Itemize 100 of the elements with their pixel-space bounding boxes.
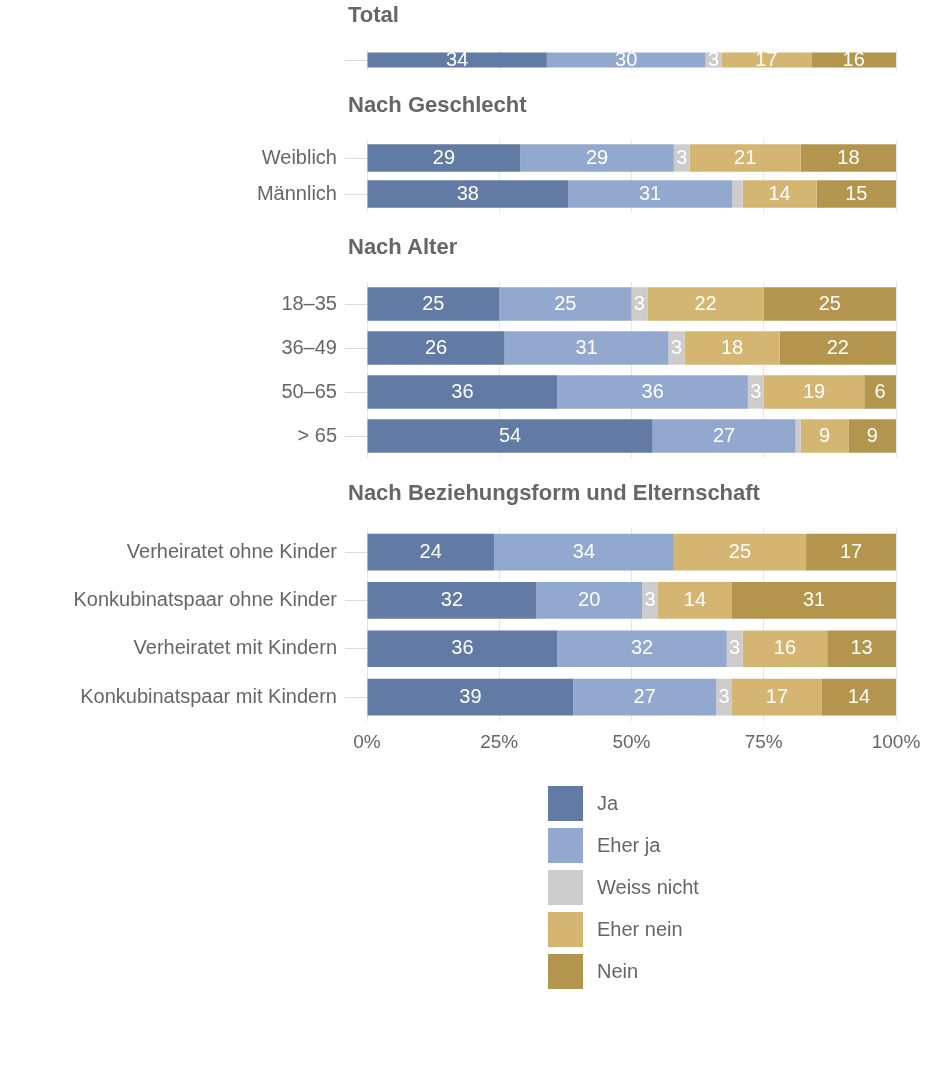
data-label: 27	[712, 423, 736, 446]
data-label: 20	[578, 587, 601, 610]
bar	[499, 287, 632, 321]
data-label: 14	[847, 684, 871, 707]
data-label: 25	[422, 291, 445, 314]
data-label: 17	[839, 539, 863, 562]
data-label: 22	[694, 291, 717, 314]
bar	[811, 52, 896, 68]
data-label: 25	[818, 291, 841, 314]
data-label: 17	[755, 47, 778, 70]
data-label: 31	[575, 335, 598, 358]
bar	[827, 630, 896, 668]
data-label: 29	[585, 145, 609, 168]
bar	[367, 678, 574, 716]
data-label: 24	[419, 539, 442, 562]
bar	[367, 630, 558, 668]
data-label: 25	[728, 539, 752, 562]
bar	[721, 52, 812, 68]
bar	[367, 419, 653, 453]
bar	[864, 375, 896, 409]
y-tick-label: Männlich	[256, 181, 337, 204]
data-label: 34	[446, 47, 469, 70]
data-label: 16	[842, 47, 865, 70]
bar	[657, 582, 733, 619]
bar	[763, 287, 896, 321]
chart-title: Total	[347, 1, 400, 29]
data-label: 6	[874, 379, 886, 402]
bar	[848, 419, 896, 453]
x-tick-label: 100%	[871, 730, 921, 752]
legend-label: Nein	[597, 959, 639, 983]
bar	[367, 582, 537, 619]
legend-label: Ja	[597, 791, 619, 815]
data-label: 54	[498, 423, 522, 446]
x-tick-label: 50%	[612, 730, 651, 752]
bar	[800, 419, 849, 453]
y-tick-label: Konkubinatspaar ohne Kinder	[73, 587, 338, 610]
data-label: 13	[850, 636, 873, 659]
x-tick-label: 0%	[353, 730, 381, 752]
x-tick-label: 75%	[744, 730, 783, 752]
data-label: 29	[432, 145, 456, 168]
bar	[732, 678, 822, 716]
data-label: 36	[641, 379, 664, 402]
data-label: 19	[802, 379, 826, 402]
y-tick-label: Weiblich	[261, 145, 337, 168]
data-label: 36	[451, 636, 474, 659]
data-label: 30	[615, 47, 638, 70]
data-label: 25	[554, 291, 577, 314]
bar	[795, 419, 801, 453]
bar	[673, 533, 807, 571]
bar	[821, 678, 896, 716]
bar	[493, 533, 674, 571]
bar	[652, 419, 796, 453]
bar	[367, 144, 521, 172]
data-label: 36	[451, 379, 474, 402]
bar	[732, 180, 743, 208]
x-tick-label: 25%	[480, 730, 519, 752]
data-label: 14	[683, 587, 707, 610]
data-label: 18	[837, 145, 860, 168]
y-tick-label: Konkubinatspaar mit Kindern	[80, 684, 337, 707]
bar	[367, 375, 558, 409]
bar	[800, 144, 896, 172]
chart-title: Nach Alter	[347, 233, 459, 261]
y-tick-label: > 65	[297, 423, 337, 446]
data-label: 18	[720, 335, 744, 358]
bar	[504, 331, 669, 365]
bar	[647, 287, 764, 321]
legend-label: Eher nein	[597, 917, 683, 941]
data-label: 27	[633, 684, 656, 707]
bar	[367, 287, 500, 321]
bar	[557, 375, 748, 409]
data-label: 14	[768, 181, 791, 204]
bar	[742, 180, 817, 208]
bar	[367, 180, 569, 208]
data-label: 17	[765, 684, 789, 707]
y-tick-label: 18–35	[281, 291, 337, 314]
bar	[546, 52, 706, 68]
data-label: 21	[734, 145, 757, 168]
data-label: 16	[773, 636, 797, 659]
bar	[742, 630, 828, 668]
bar	[367, 533, 494, 571]
data-label: 34	[572, 539, 596, 562]
bar	[684, 331, 780, 365]
bar	[779, 331, 896, 365]
chart-title: Nach Beziehungsform und Elternschaft	[347, 479, 761, 507]
legend-label: Weiss nicht	[597, 875, 699, 899]
data-label: 38	[456, 181, 479, 204]
bar	[573, 678, 717, 716]
bar	[367, 52, 547, 68]
data-label: 15	[845, 181, 868, 204]
data-label: 32	[630, 636, 654, 659]
y-tick-label: 50–65	[281, 379, 337, 402]
bar	[367, 331, 505, 365]
data-label: 31	[802, 587, 826, 610]
y-tick-label: Verheiratet mit Kindern	[133, 636, 337, 659]
bar	[520, 144, 674, 172]
bar	[536, 582, 643, 619]
data-label: 9	[819, 423, 831, 446]
data-label: 32	[440, 587, 464, 610]
bar	[568, 180, 733, 208]
bar	[557, 630, 727, 668]
